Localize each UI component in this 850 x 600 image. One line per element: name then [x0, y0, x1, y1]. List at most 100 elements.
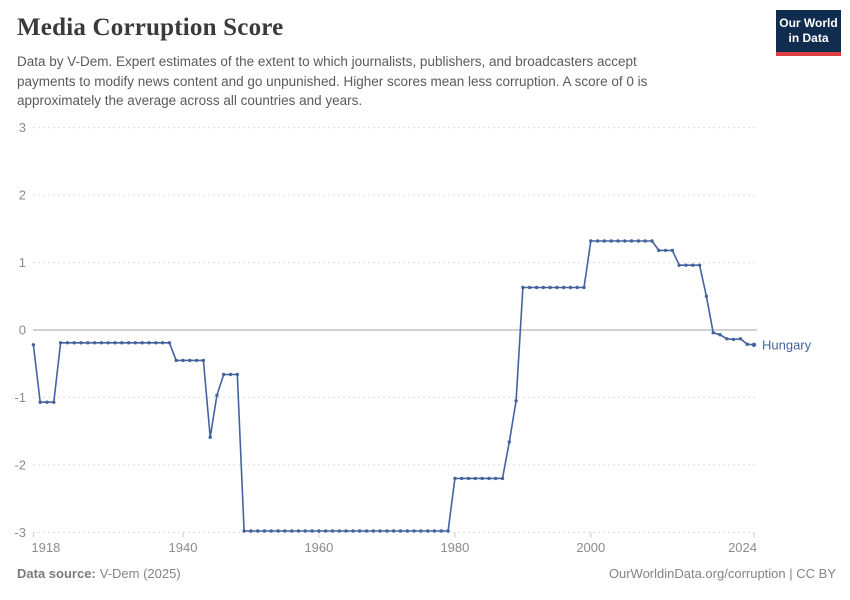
data-point[interactable] [751, 342, 757, 347]
data-point[interactable] [528, 285, 532, 290]
data-point[interactable] [419, 529, 423, 533]
data-point[interactable] [45, 400, 49, 404]
data-point[interactable] [79, 341, 83, 345]
data-point[interactable] [609, 239, 613, 243]
data-point[interactable] [99, 341, 104, 345]
data-point[interactable] [303, 529, 307, 533]
data-point[interactable] [711, 331, 715, 335]
data-point[interactable] [616, 239, 620, 243]
data-point[interactable] [432, 529, 437, 533]
data-point[interactable] [582, 285, 586, 290]
data-point[interactable] [548, 285, 552, 290]
data-point[interactable] [358, 529, 362, 533]
data-point[interactable] [446, 529, 450, 533]
data-point[interactable] [174, 358, 178, 363]
data-point[interactable] [745, 342, 749, 346]
owid-logo[interactable]: Our World in Data [776, 10, 841, 56]
data-point[interactable] [562, 285, 566, 290]
data-point[interactable] [568, 285, 573, 290]
data-point[interactable] [194, 358, 199, 363]
data-point[interactable] [704, 294, 709, 298]
data-point[interactable] [487, 476, 491, 481]
data-point[interactable] [147, 341, 151, 345]
data-point[interactable] [670, 248, 675, 253]
data-point[interactable] [589, 239, 593, 243]
data-point[interactable] [140, 341, 144, 345]
data-point[interactable] [154, 341, 158, 345]
data-point[interactable] [188, 358, 192, 363]
series-line[interactable] [32, 240, 755, 532]
data-point[interactable] [500, 476, 505, 481]
data-point[interactable] [731, 337, 736, 342]
data-point[interactable] [650, 239, 654, 243]
data-point[interactable] [106, 341, 110, 345]
data-point[interactable] [378, 529, 382, 533]
data-point[interactable] [276, 529, 280, 533]
data-point[interactable] [398, 529, 403, 533]
data-point[interactable] [290, 529, 294, 533]
data-point[interactable] [684, 263, 688, 267]
data-point[interactable] [725, 337, 729, 341]
data-point[interactable] [494, 476, 498, 481]
data-point[interactable] [58, 341, 63, 345]
data-point[interactable] [160, 341, 165, 345]
data-point[interactable] [344, 529, 348, 533]
data-point[interactable] [337, 529, 341, 533]
data-point[interactable] [222, 372, 226, 377]
data-point[interactable] [453, 476, 457, 481]
data-point[interactable] [167, 341, 172, 345]
data-point[interactable] [426, 529, 430, 533]
data-point[interactable] [385, 529, 389, 533]
data-point[interactable] [405, 529, 409, 533]
data-point[interactable] [541, 285, 545, 290]
data-point[interactable] [86, 341, 90, 345]
data-point[interactable] [330, 529, 335, 533]
data-point[interactable] [256, 529, 260, 533]
data-point[interactable] [126, 341, 131, 345]
data-point[interactable] [636, 239, 641, 243]
data-point[interactable] [412, 529, 416, 533]
data-point[interactable] [324, 529, 328, 533]
data-point[interactable] [296, 529, 301, 533]
data-point[interactable] [663, 248, 668, 253]
data-point[interactable] [249, 529, 253, 533]
data-point[interactable] [466, 476, 471, 481]
data-point[interactable] [738, 337, 743, 341]
data-point[interactable] [228, 372, 233, 377]
data-point[interactable] [392, 529, 396, 533]
data-point[interactable] [697, 263, 702, 267]
data-point[interactable] [181, 358, 185, 363]
data-point[interactable] [120, 341, 124, 345]
data-point[interactable] [133, 341, 138, 345]
data-point[interactable] [201, 358, 206, 363]
data-point[interactable] [643, 239, 647, 243]
data-point[interactable] [677, 263, 681, 267]
data-point[interactable] [262, 529, 267, 533]
data-point[interactable] [718, 333, 722, 337]
data-point[interactable] [31, 343, 36, 347]
data-point[interactable] [113, 341, 117, 345]
data-point[interactable] [38, 400, 42, 404]
data-point[interactable] [460, 476, 464, 481]
data-point[interactable] [310, 529, 314, 533]
data-point[interactable] [623, 239, 627, 243]
data-point[interactable] [691, 263, 695, 267]
entity-label[interactable]: Hungary [762, 337, 812, 352]
data-point[interactable] [52, 400, 56, 404]
data-point[interactable] [283, 529, 287, 533]
data-point[interactable] [317, 529, 321, 533]
data-point[interactable] [371, 529, 375, 533]
footer-license[interactable]: CC BY [796, 566, 836, 581]
data-point[interactable] [235, 372, 239, 377]
data-point[interactable] [439, 529, 443, 533]
data-point[interactable] [351, 529, 355, 533]
data-point[interactable] [215, 393, 219, 398]
data-point[interactable] [92, 341, 97, 345]
data-point[interactable] [657, 248, 661, 253]
footer-link[interactable]: OurWorldinData.org/corruption [608, 566, 786, 581]
data-point[interactable] [72, 341, 76, 345]
data-point[interactable] [208, 435, 212, 439]
data-point[interactable] [473, 476, 477, 481]
data-point[interactable] [595, 239, 600, 243]
data-point[interactable] [364, 529, 369, 533]
